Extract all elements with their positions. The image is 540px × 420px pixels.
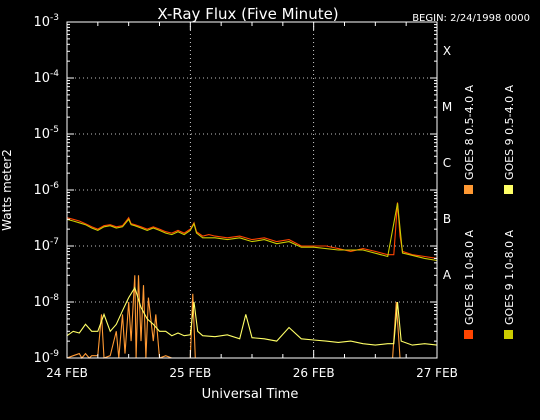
legend-swatch: [464, 185, 473, 194]
y-tick-label: 10-4: [33, 69, 59, 86]
y-tick-label: 10-9: [33, 349, 59, 366]
legend-label: GOES 9 0.5-4.0 A: [503, 84, 516, 180]
flare-class-label: A: [443, 268, 452, 282]
y-tick-label: 10-5: [33, 125, 59, 142]
flare-class-labels: A B C M X: [442, 44, 452, 282]
grid-lines: [67, 22, 437, 358]
y-tick-label: 10-7: [33, 237, 59, 254]
flare-class-label: X: [443, 44, 451, 58]
chart-title: X-Ray Flux (Five Minute): [157, 5, 338, 23]
y-tick-label: 10-3: [33, 13, 59, 30]
flare-class-label: B: [443, 212, 451, 226]
legend-label: GOES 8 1.0-8.0 A: [463, 229, 476, 325]
x-tick-label: 26 FEB: [293, 366, 335, 380]
legend-label: GOES 9 1.0-8.0 A: [503, 229, 516, 325]
x-axis-ticks: 24 FEB 25 FEB 26 FEB 27 FEB: [46, 22, 458, 380]
x-axis-label: Universal Time: [202, 387, 299, 402]
y-tick-label: 10-8: [33, 293, 59, 310]
x-tick-label: 25 FEB: [169, 366, 211, 380]
x-tick-label: 27 FEB: [416, 366, 458, 380]
legend-label: GOES 8 0.5-4.0 A: [463, 84, 476, 180]
legend-swatch: [464, 330, 473, 339]
flare-class-label: C: [443, 156, 451, 170]
y-tick-label: 10-6: [33, 181, 59, 198]
series-line-1: [66, 202, 438, 259]
y-axis-label: Watts meter2: [0, 149, 14, 231]
y-axis-ticks: 10-9 10-8 10-7 10-6 10-5 10-4 10-3: [33, 13, 437, 366]
legend-swatch: [504, 185, 513, 194]
series-line-4: [66, 286, 438, 346]
series-line-3: [66, 203, 438, 262]
series-layer: [66, 202, 438, 359]
flare-class-label: M: [442, 100, 452, 114]
x-tick-label: 24 FEB: [46, 366, 88, 380]
legend: GOES 8 1.0-8.0 A GOES 8 0.5-4.0 A GOES 9 1…: [463, 84, 516, 339]
begin-date-label: BEGIN: 2/24/1998 0000: [412, 13, 530, 24]
legend-swatch: [504, 330, 513, 339]
